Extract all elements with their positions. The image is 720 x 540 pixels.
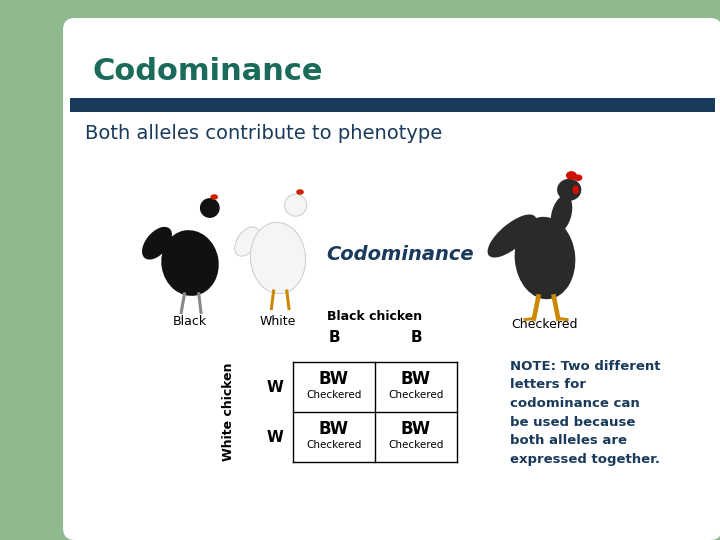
Text: Checkered: Checkered <box>306 390 361 400</box>
Ellipse shape <box>515 217 575 299</box>
Ellipse shape <box>487 214 536 258</box>
Text: NOTE: Two different
letters for
codominance can
be used because
both alleles are: NOTE: Two different letters for codomina… <box>510 360 660 465</box>
Text: BW: BW <box>319 420 349 438</box>
Ellipse shape <box>210 194 218 200</box>
Text: Checkered: Checkered <box>512 318 578 331</box>
Text: BW: BW <box>401 420 431 438</box>
Ellipse shape <box>235 227 260 256</box>
Text: Black chicken: Black chicken <box>328 310 423 323</box>
Text: Checkered: Checkered <box>388 440 444 450</box>
Bar <box>70 98 715 112</box>
Text: Codominance: Codominance <box>326 246 474 265</box>
Ellipse shape <box>557 179 581 201</box>
Text: B: B <box>328 330 340 345</box>
Text: Checkered: Checkered <box>306 440 361 450</box>
Text: White chicken: White chicken <box>222 363 235 461</box>
Text: BW: BW <box>401 370 431 388</box>
Ellipse shape <box>572 185 579 194</box>
Text: B: B <box>410 330 422 345</box>
Text: BW: BW <box>319 370 349 388</box>
Ellipse shape <box>142 227 172 260</box>
Ellipse shape <box>284 194 307 216</box>
Ellipse shape <box>551 195 572 233</box>
Text: W: W <box>266 380 284 395</box>
Ellipse shape <box>296 189 304 195</box>
Text: Both alleles contribute to phenotype: Both alleles contribute to phenotype <box>85 124 442 143</box>
Text: W: W <box>266 429 284 444</box>
FancyBboxPatch shape <box>63 18 720 540</box>
Ellipse shape <box>566 171 577 180</box>
Text: Checkered: Checkered <box>388 390 444 400</box>
Ellipse shape <box>161 230 219 296</box>
Text: Codominance: Codominance <box>93 57 323 86</box>
Ellipse shape <box>574 174 582 181</box>
Text: White: White <box>260 315 296 328</box>
Ellipse shape <box>200 198 220 218</box>
Ellipse shape <box>251 222 305 294</box>
Text: Black: Black <box>173 315 207 328</box>
